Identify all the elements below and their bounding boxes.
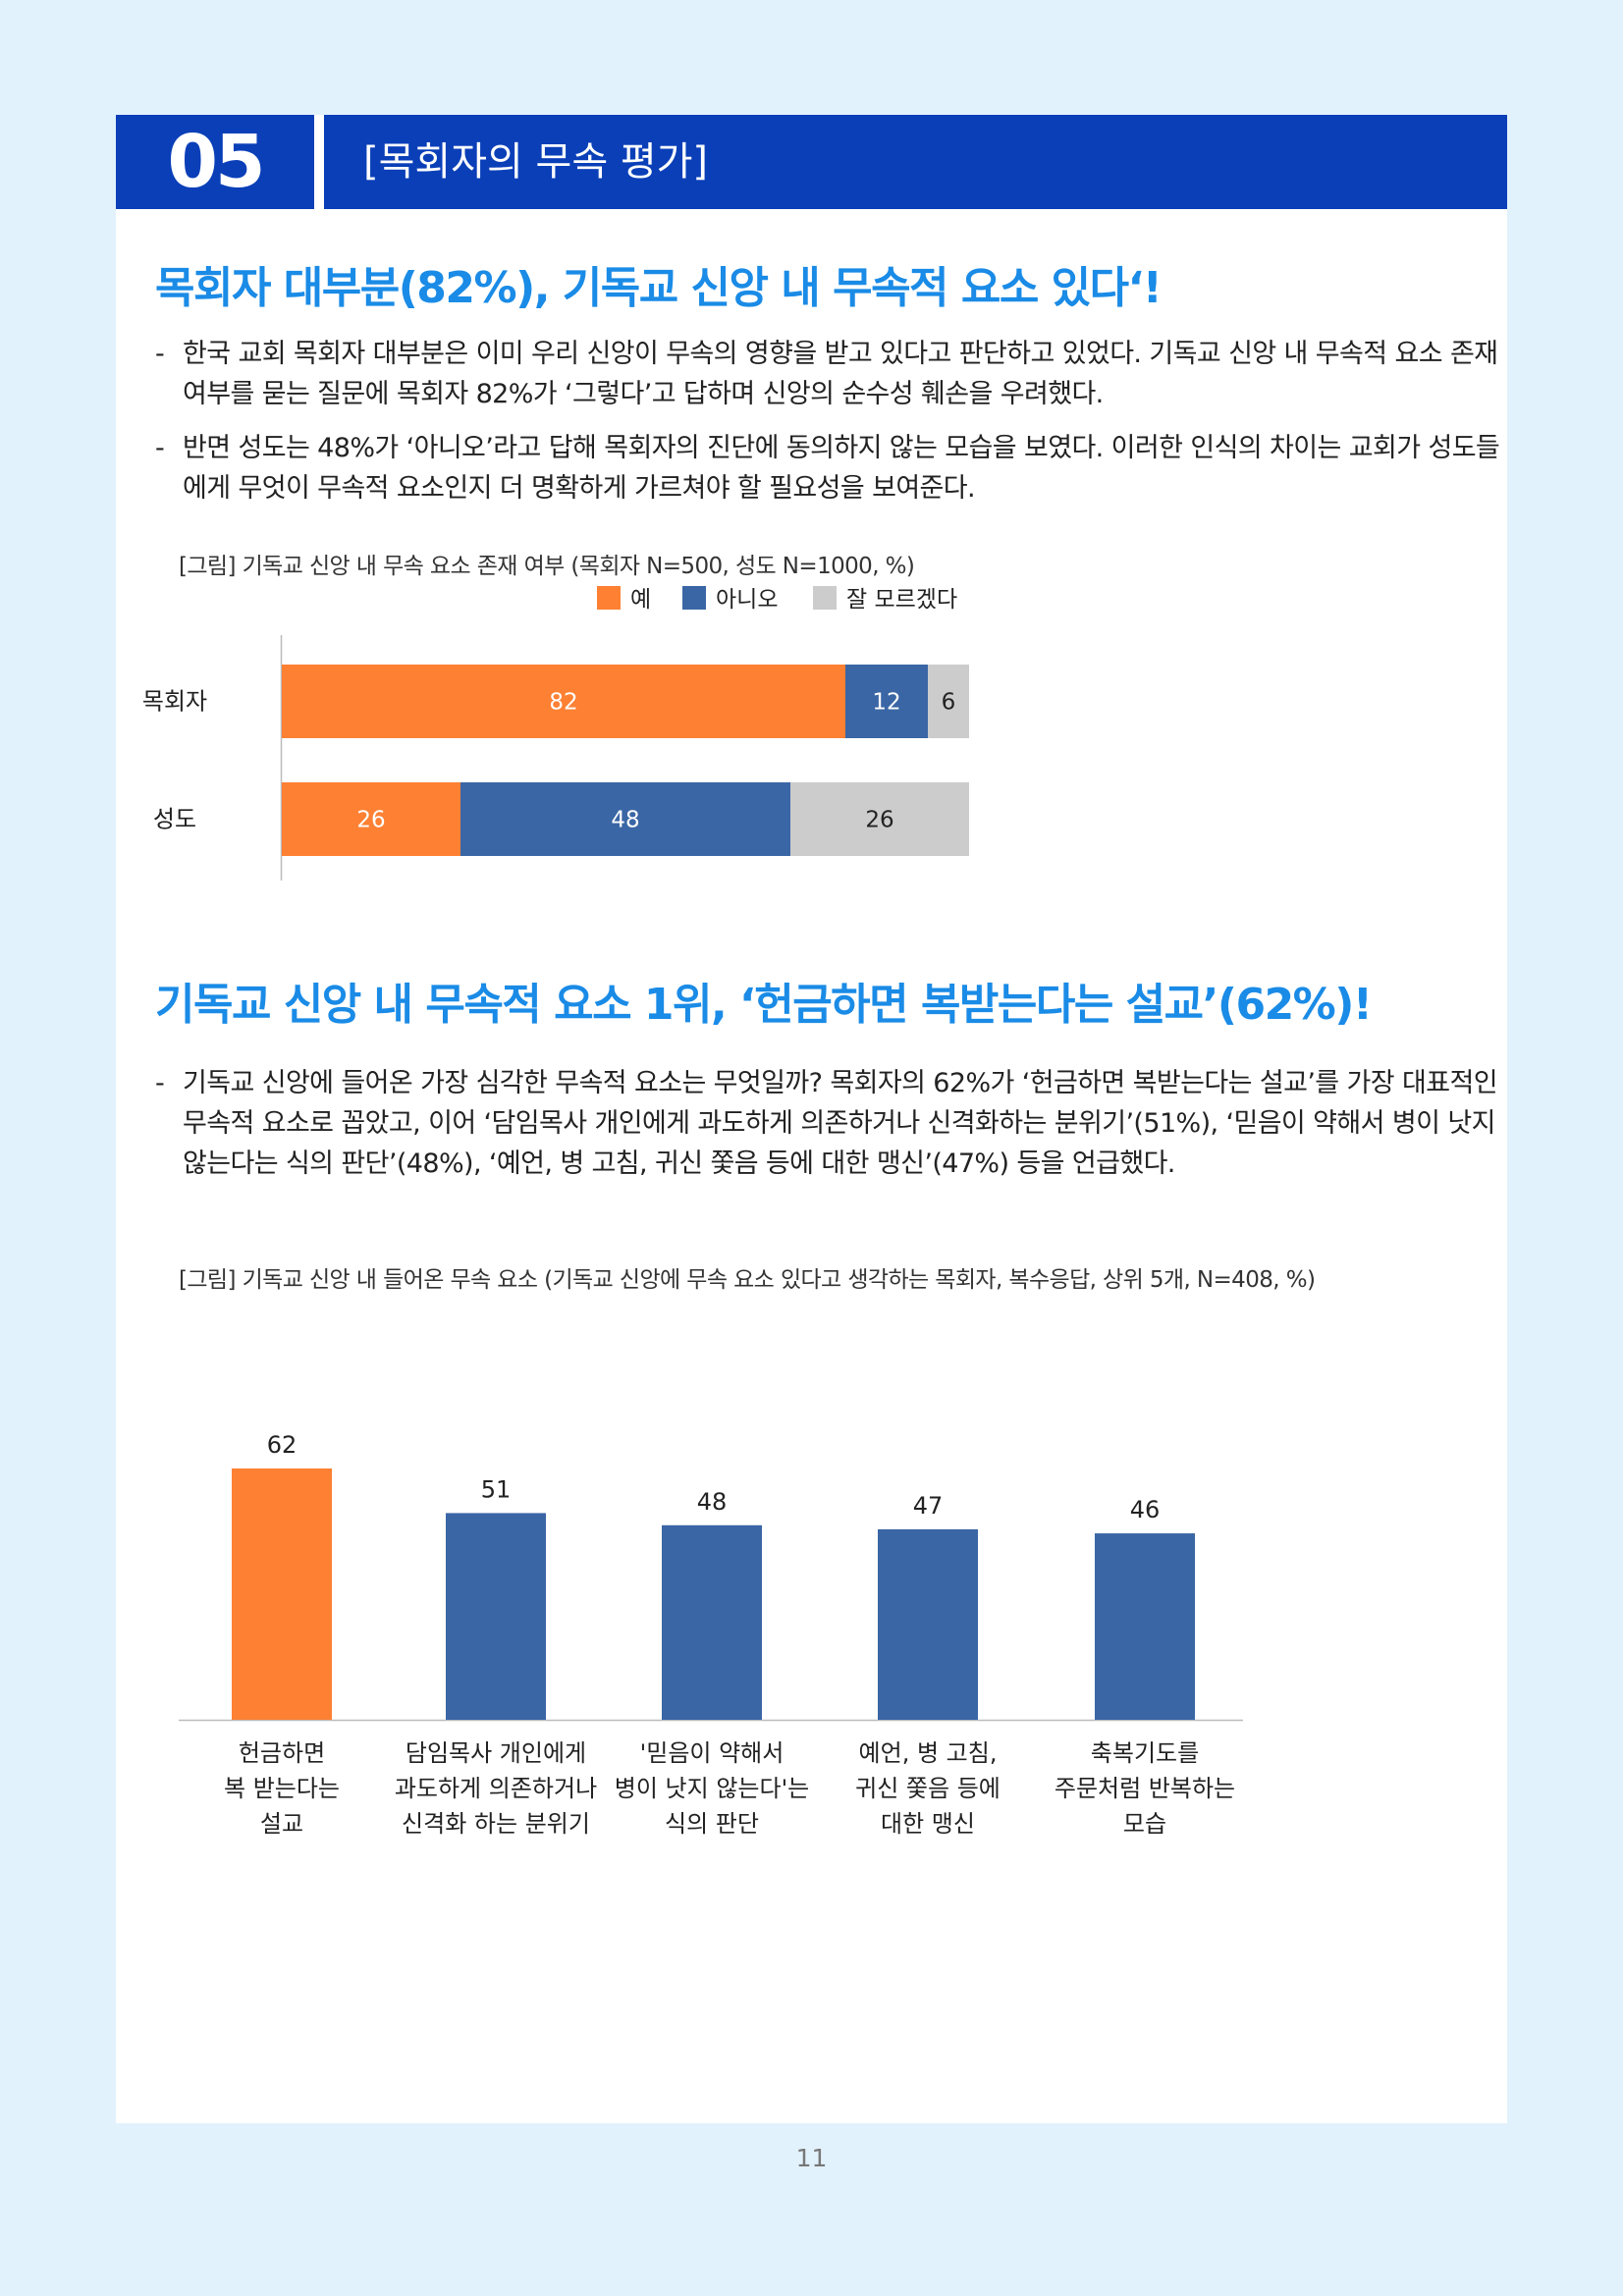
legend-label: 예: [630, 587, 651, 613]
legend-label: 아니오: [716, 587, 778, 613]
header-divider: [314, 115, 324, 209]
page: 05 [목회자의 무속 평가] 목회자 대부분(82%), 기독교 신앙 내 무…: [116, 115, 1507, 2123]
data-label: 62: [267, 1431, 298, 1459]
data-label: 12: [872, 690, 900, 716]
chart1-caption: [그림] 기독교 신앙 내 무속 요소 존재 여부 (목회자 N=500, 성도…: [179, 554, 915, 579]
bar: [662, 1524, 762, 1720]
legend-label: 잘 모르겠다: [846, 587, 957, 613]
category-label: 성도: [153, 806, 196, 833]
category-label: 담임목사 개인에게 과도하게 의존하거나 신격화 하는 분위기: [395, 1739, 597, 1838]
bar-segment: [282, 665, 845, 738]
section1-heading: 목회자 대부분(82%), 기독교 신앙 내 무속적 요소 있다‘!: [155, 263, 1163, 313]
bar-segment: [790, 782, 969, 856]
data-label: 26: [865, 808, 893, 833]
legend-swatch: [813, 586, 837, 610]
section-header: 05 [목회자의 무속 평가]: [116, 115, 1507, 209]
section-number: 05: [167, 120, 266, 204]
bar-segment: [845, 665, 928, 738]
section1-text: - 한국 교회 목회자 대부분은 이미 우리 신앙이 무속의 영향을 받고 있다고…: [155, 334, 1510, 522]
data-label: 6: [942, 690, 956, 716]
bar: [878, 1528, 978, 1720]
bar: [1095, 1533, 1195, 1720]
data-label: 48: [697, 1488, 728, 1516]
section2-heading: 기독교 신앙 내 무속적 요소 1위, ‘헌금하면 복받는다는 설교’(62%)…: [155, 980, 1373, 1030]
bullet-item: - 기독교 신앙에 들어온 가장 심각한 무속적 요소는 무엇일까? 목회자의 6…: [155, 1068, 1498, 1179]
category-label: 예언, 병 고침, 귀신 쫓음 등에 대한 맹신: [855, 1739, 1001, 1838]
section2-text: - 기독교 신앙에 들어온 가장 심각한 무속적 요소는 무엇일까? 목회자의 6…: [155, 1063, 1510, 1198]
legend-swatch: [597, 586, 621, 610]
data-label: 82: [549, 690, 577, 716]
data-label: 26: [356, 808, 385, 833]
bar: [232, 1468, 332, 1720]
category-label: 목회자: [142, 688, 207, 716]
chart2-caption: [그림] 기독교 신앙 내 들어온 무속 요소 (기독교 신앙에 무속 요소 있…: [179, 1267, 1316, 1293]
bullet-item: - 반면 성도는 48%가 ‘아니오’라고 답해 목회자의 진단에 동의하지 않는…: [155, 433, 1500, 504]
category-label: 헌금하면 복 받는다는 설교: [224, 1739, 340, 1838]
bar-segment: [460, 782, 790, 856]
page-number: 11: [795, 2144, 828, 2172]
section-title: [목회자의 무속 평가]: [363, 139, 709, 185]
data-label: 47: [913, 1492, 944, 1520]
bar: [446, 1513, 546, 1720]
bullet-item: - 한국 교회 목회자 대부분은 이미 우리 신앙이 무속의 영향을 받고 있다고…: [155, 339, 1498, 409]
category-label: 축복기도를 주문처럼 반복하는 모습: [1055, 1739, 1235, 1838]
data-label: 48: [611, 808, 639, 833]
data-label: 51: [481, 1475, 512, 1503]
data-label: 46: [1130, 1496, 1161, 1523]
category-label: '믿음이 약해서 병이 낫지 않는다'는 식의 판단: [615, 1739, 810, 1838]
bar-segment: [282, 782, 460, 856]
legend-swatch: [682, 586, 706, 610]
bar-segment: [928, 665, 969, 738]
column-chart: 62 헌금하면 복 받는다는 설교 51 담임목사 개인에게 과도하게 의존하거나 신격화 하…: [179, 1431, 1243, 1838]
